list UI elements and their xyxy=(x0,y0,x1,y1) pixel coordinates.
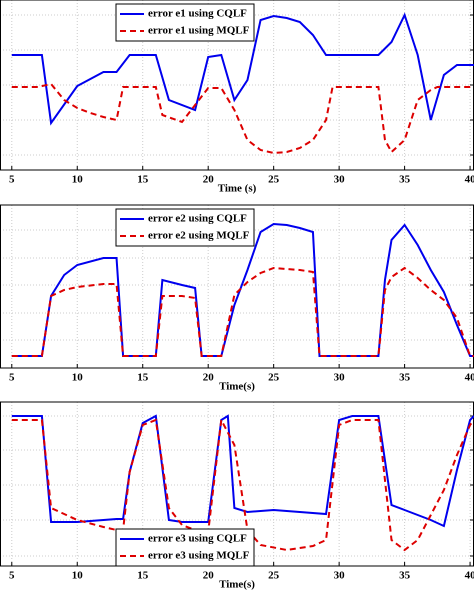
legend-label: error e1 using CQLF xyxy=(148,8,247,20)
x-tick-label: 40 xyxy=(465,372,474,384)
x-axis-label: Time (s) xyxy=(218,183,257,195)
x-tick-label: 35 xyxy=(399,372,411,384)
x-tick-label: 30 xyxy=(334,174,346,186)
data-line xyxy=(11,12,474,126)
x-tick-label: 25 xyxy=(268,174,280,186)
data-line xyxy=(11,222,474,357)
x-axis-label: Time(s) xyxy=(219,579,255,591)
x-tick-label: 25 xyxy=(268,372,280,384)
legend-label: error e2 using MQLF xyxy=(148,230,250,242)
x-tick-label: 15 xyxy=(137,570,149,582)
legend-box xyxy=(115,528,255,567)
x-tick-label: 5 xyxy=(9,174,15,186)
data-line xyxy=(11,266,474,357)
x-tick-label: 20 xyxy=(203,570,215,582)
x-tick-label: 15 xyxy=(137,174,149,186)
x-tick-label: 30 xyxy=(334,372,346,384)
x-tick-label: 5 xyxy=(9,570,15,582)
x-tick-label: 30 xyxy=(334,570,346,582)
legend-label: error e2 using CQLF xyxy=(148,213,247,225)
x-tick-label: 10 xyxy=(72,372,84,384)
data-line xyxy=(11,414,474,528)
legend-box xyxy=(115,3,255,42)
legend-box xyxy=(115,208,255,247)
x-tick-label: 10 xyxy=(72,174,84,186)
x-tick-label: 40 xyxy=(465,174,474,186)
x-tick-label: 35 xyxy=(399,570,411,582)
x-tick-label: 35 xyxy=(399,174,411,186)
data-line xyxy=(11,82,474,155)
x-tick-label: 25 xyxy=(268,570,280,582)
x-tick-label: 40 xyxy=(465,570,474,582)
x-tick-label: 5 xyxy=(9,372,15,384)
legend-label: error e1 using MQLF xyxy=(148,25,250,37)
x-tick-label: 10 xyxy=(72,570,84,582)
legend-label: error e3 using MQLF xyxy=(148,550,250,562)
x-axis-label: Time(s) xyxy=(219,381,255,393)
legend-label: error e3 using CQLF xyxy=(148,533,247,545)
x-tick-label: 20 xyxy=(203,372,215,384)
x-tick-label: 20 xyxy=(203,174,215,186)
x-tick-label: 15 xyxy=(137,372,149,384)
